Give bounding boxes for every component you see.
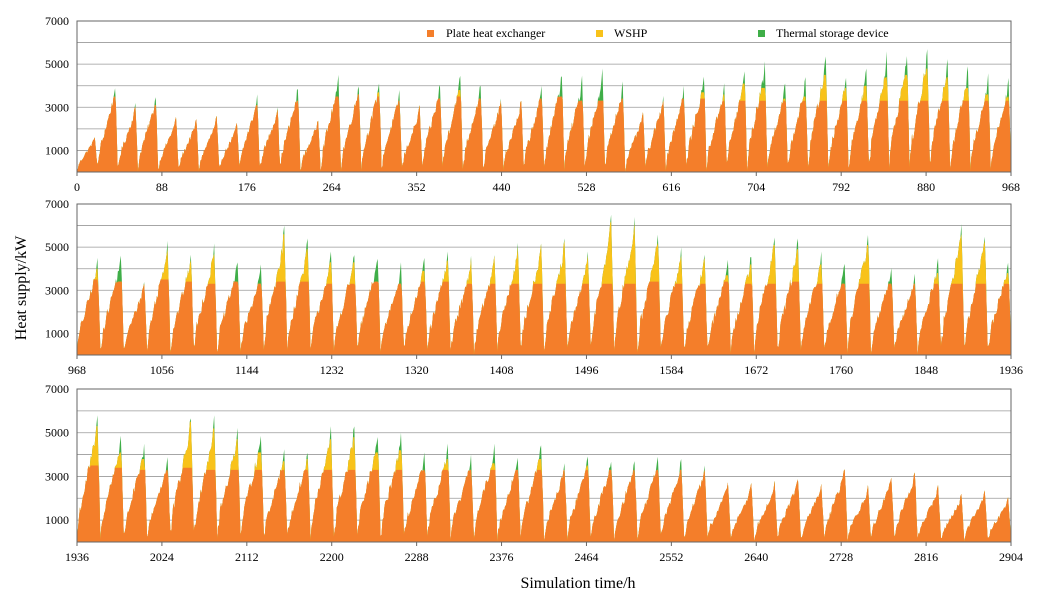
panel-2-y-ticks: 1000 3000 5000 7000 <box>45 197 69 340</box>
panel-3-ytick-3000: 3000 <box>45 469 69 483</box>
panel-1-area-plate-heat-exchanger <box>77 94 1011 172</box>
panel-1-ytick-1000: 1000 <box>45 143 69 157</box>
panel-2-xtick: 1232 <box>320 363 344 377</box>
panel-1-frame <box>76 20 1012 173</box>
panel-3-xtick: 1936 <box>65 550 89 564</box>
x-axis-title: Simulation time/h <box>520 575 635 592</box>
panel-2-ytick-1000: 1000 <box>45 326 69 340</box>
panel-2-xtick: 1848 <box>914 363 938 377</box>
panel-1-xtick: 264 <box>323 180 341 194</box>
panel-2-x-ticks: 968 1056 1144 1232 1320 1408 1496 1584 1… <box>68 363 1023 377</box>
panel-1-ytick-5000: 5000 <box>45 57 69 71</box>
panel-1-ytick-7000: 7000 <box>45 14 69 28</box>
panel-2-xtick: 1408 <box>490 363 514 377</box>
panel-1-xtick: 88 <box>156 180 168 194</box>
legend-swatch-plate-heat-exchanger <box>427 30 434 37</box>
panel-1-xtick: 528 <box>577 180 595 194</box>
panel-3-xtick: 2200 <box>320 550 344 564</box>
panel-1-x-ticks: 0 88 176 264 352 440 528 616 704 792 880… <box>74 180 1020 194</box>
panel-3-xtick: 2816 <box>914 550 938 564</box>
panel-3-frame <box>76 388 1012 543</box>
legend-swatch-thermal-storage-device <box>758 30 765 37</box>
panel-2-ytick-7000: 7000 <box>45 197 69 211</box>
panel-2-xtick: 1584 <box>659 363 683 377</box>
panel-3-xtick: 2288 <box>405 550 429 564</box>
panel-1-xtick: 352 <box>408 180 426 194</box>
y-axis-title: Heat supply/kW <box>13 235 30 340</box>
legend-label-wshp: WSHP <box>614 26 648 40</box>
panel-3-ytick-5000: 5000 <box>45 426 69 440</box>
panel-3-ytick-1000: 1000 <box>45 513 69 527</box>
legend: Plate heat exchanger WSHP Thermal storag… <box>427 26 889 40</box>
panel-1-xtick: 0 <box>74 180 80 194</box>
panel-2-xtick: 968 <box>68 363 86 377</box>
panel-2-ytick-5000: 5000 <box>45 240 69 254</box>
panel-2-xtick: 1320 <box>405 363 429 377</box>
panel-2-xtick: 1760 <box>829 363 853 377</box>
panel-1: 1000 3000 5000 7000 0 88 176 264 352 440… <box>45 14 1020 194</box>
panel-3-xtick: 2728 <box>829 550 853 564</box>
panel-1-xtick: 440 <box>493 180 511 194</box>
panel-3-y-ticks: 1000 3000 5000 7000 <box>45 382 69 527</box>
panel-2-xtick: 1496 <box>574 363 598 377</box>
panel-3-xtick: 2464 <box>574 550 598 564</box>
panel-3-xtick: 2376 <box>490 550 514 564</box>
panel-1-xtick: 176 <box>238 180 256 194</box>
panel-1-xtick: 616 <box>662 180 680 194</box>
panel-3: 1000 3000 5000 7000 1936 2024 2112 2200 … <box>45 382 1023 564</box>
panel-1-xtick: 968 <box>1002 180 1020 194</box>
panel-3-area-plate-heat-exchanger <box>77 465 1011 542</box>
panel-3-xtick: 2552 <box>659 550 683 564</box>
panel-1-ytick-3000: 3000 <box>45 100 69 114</box>
panel-1-xtick: 792 <box>832 180 850 194</box>
panel-2: 1000 3000 5000 7000 968 1056 1144 1232 1… <box>45 197 1023 377</box>
panel-2-xtick: 1936 <box>999 363 1023 377</box>
panel-1-xtick: 704 <box>747 180 765 194</box>
panel-2-xtick: 1144 <box>235 363 259 377</box>
legend-swatch-wshp <box>596 30 603 37</box>
panel-2-frame <box>76 203 1012 356</box>
panel-3-ytick-7000: 7000 <box>45 382 69 396</box>
legend-label-plate-heat-exchanger: Plate heat exchanger <box>446 26 545 40</box>
panel-1-y-ticks: 1000 3000 5000 7000 <box>45 14 69 157</box>
panel-3-xtick: 2024 <box>150 550 174 564</box>
panel-3-xtick: 2640 <box>744 550 768 564</box>
legend-label-thermal-storage-device: Thermal storage device <box>776 26 889 40</box>
panel-3-xtick: 2112 <box>235 550 259 564</box>
panel-2-xtick: 1672 <box>744 363 768 377</box>
panel-2-ytick-3000: 3000 <box>45 283 69 297</box>
panel-1-xtick: 880 <box>917 180 935 194</box>
panel-2-xtick: 1056 <box>150 363 174 377</box>
panel-3-xtick: 2904 <box>999 550 1023 564</box>
panel-3-x-ticks: 1936 2024 2112 2200 2288 2376 2464 2552 … <box>65 550 1023 564</box>
